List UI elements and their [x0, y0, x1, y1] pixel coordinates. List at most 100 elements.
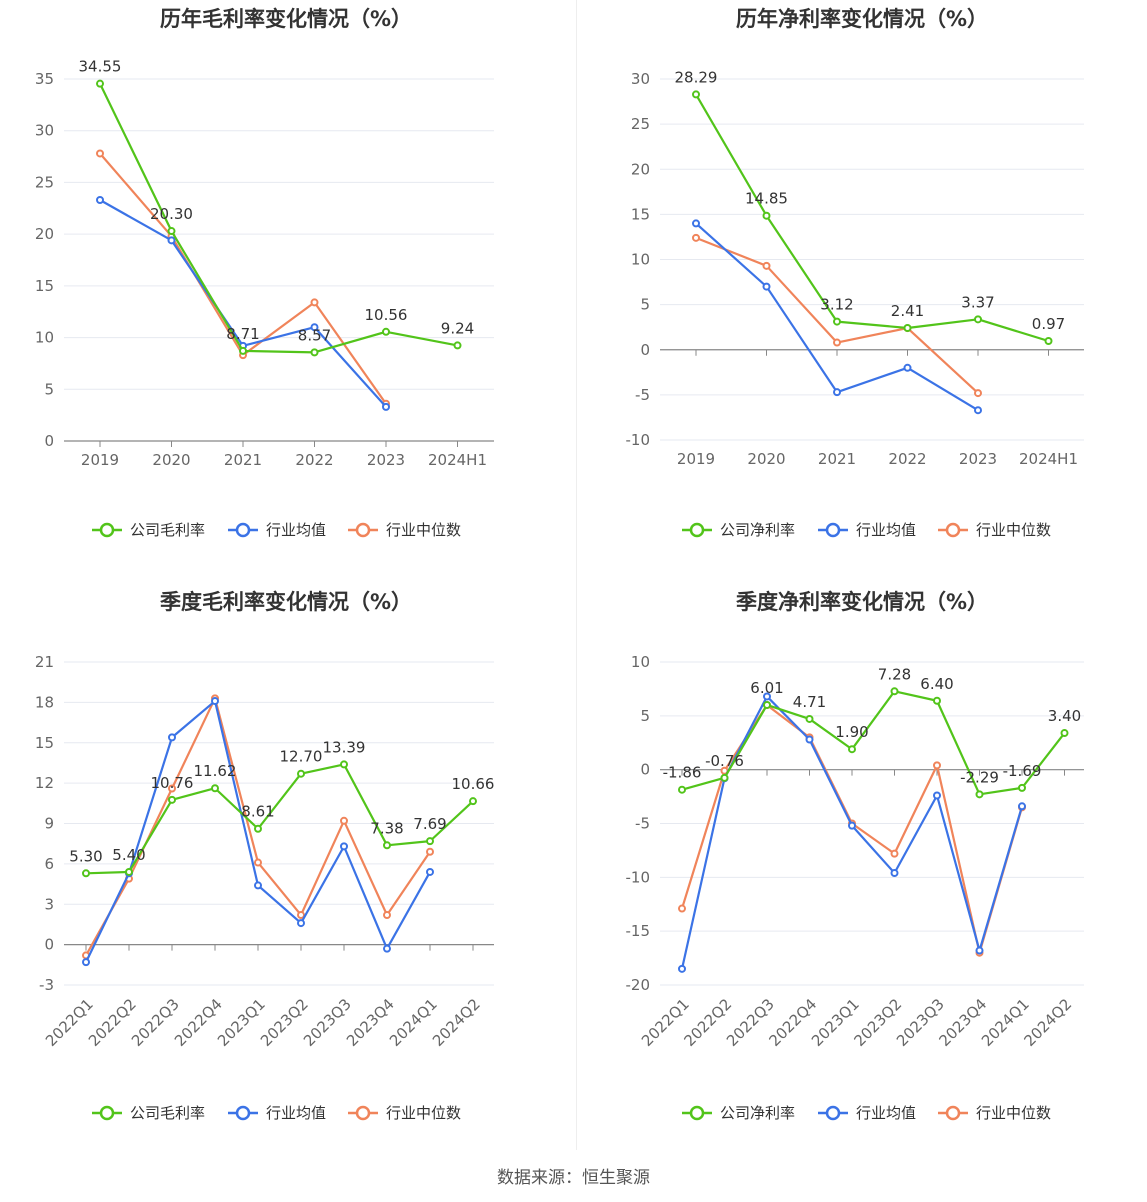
quarterly-gross-margin-chart: 季度毛利率变化情况（%） -3 0 3 6 9 12 15 18 21 2022Q1 2022Q2 20… — [0, 583, 573, 1166]
y-tick-label: 10 — [35, 329, 54, 347]
data-label: 2.41 — [891, 302, 924, 320]
data-point — [167, 227, 176, 236]
data-point — [310, 348, 319, 357]
data-point — [168, 733, 176, 742]
legend-marker — [235, 1105, 251, 1121]
legend-marker — [689, 522, 705, 538]
legend-marker — [99, 522, 115, 538]
data-point — [848, 745, 856, 754]
quarterly-net-margin-svg: 季度净利率变化情况（%）-20-15-10-505102022Q12022Q22… — [626, 590, 1084, 1122]
legend-label: 公司毛利率 — [130, 1104, 205, 1122]
legend-label: 行业中位数 — [976, 1104, 1051, 1122]
data-point — [833, 338, 841, 347]
data-point — [805, 735, 814, 744]
data-point — [678, 964, 686, 973]
data-point — [211, 697, 219, 706]
legend-item: 行业中位数 — [348, 521, 461, 539]
x-tick-label: 2021 — [224, 451, 262, 469]
legend-marker — [99, 1105, 115, 1121]
data-point — [167, 236, 176, 245]
data-label: 34.55 — [79, 58, 122, 76]
legend-label: 公司净利率 — [720, 521, 795, 539]
data-label: 12.70 — [280, 748, 323, 766]
data-point — [168, 784, 176, 793]
data-point — [805, 714, 814, 723]
y-tick-label: 0 — [44, 936, 54, 954]
data-label: 20.30 — [150, 205, 193, 223]
data-point — [382, 327, 390, 336]
data-label: -2.29 — [960, 768, 999, 786]
legend-label: 行业均值 — [856, 1104, 916, 1122]
legend-marker — [945, 1105, 961, 1121]
x-tick-label: 2023 — [367, 451, 405, 469]
y-tick-label: 0 — [640, 761, 650, 779]
data-point — [426, 837, 434, 846]
y-tick-label: 0 — [640, 341, 650, 359]
series-line — [695, 222, 979, 412]
data-label: 8.61 — [241, 803, 274, 821]
legend-label: 行业中位数 — [386, 521, 461, 539]
data-point — [762, 211, 771, 220]
legend-label: 行业均值 — [266, 1104, 326, 1122]
x-tick-label: 2024Q2 — [1021, 995, 1076, 1050]
y-tick-label: -5 — [635, 386, 650, 404]
y-tick-label: 15 — [631, 205, 650, 223]
data-label: 7.28 — [878, 665, 911, 683]
data-point — [1060, 729, 1069, 738]
series-line — [99, 152, 387, 405]
data-point — [1044, 336, 1053, 345]
data-label: -1.86 — [663, 764, 702, 782]
data-point — [890, 849, 899, 858]
data-label: 10.66 — [452, 775, 495, 793]
series-line — [99, 199, 387, 408]
data-point — [310, 323, 319, 332]
data-point — [297, 769, 305, 778]
y-tick-label: 5 — [640, 296, 650, 314]
legend-marker — [355, 1105, 371, 1121]
data-label: 0.97 — [1032, 315, 1065, 333]
data-point — [96, 79, 104, 88]
y-tick-label: -10 — [626, 431, 651, 449]
legend-marker — [689, 1105, 705, 1121]
y-tick-label: 5 — [44, 380, 54, 398]
data-point — [168, 795, 176, 804]
y-tick-label: 12 — [35, 774, 54, 792]
legend-label: 公司毛利率 — [130, 521, 205, 539]
data-point — [383, 841, 391, 850]
legend-label: 行业均值 — [266, 521, 326, 539]
data-point — [762, 261, 771, 270]
annual-gross-margin-chart: 历年毛利率变化情况（%） 0 5 10 15 20 25 30 35 2019 2020 2021 20… — [0, 0, 573, 583]
data-point — [678, 785, 686, 794]
data-point — [340, 760, 348, 769]
data-point — [974, 406, 982, 415]
y-tick-label: 15 — [35, 277, 54, 295]
x-tick-label: 2024H1 — [428, 451, 487, 469]
y-tick-label: 21 — [35, 653, 54, 671]
data-point — [763, 700, 771, 709]
data-label: 6.01 — [750, 679, 783, 697]
data-point — [340, 816, 348, 825]
quarterly-gross-margin-svg: 季度毛利率变化情况（%）-30369121518212022Q12022Q220… — [35, 590, 495, 1122]
data-point — [211, 784, 219, 793]
legend-item: 行业中位数 — [938, 521, 1051, 539]
data-label: 8.71 — [226, 325, 259, 343]
data-point — [678, 904, 686, 913]
chart-title: 季度净利率变化情况（%） — [736, 590, 988, 614]
legend-label: 公司净利率 — [720, 1104, 795, 1122]
data-point — [382, 402, 390, 411]
legend-label: 行业中位数 — [386, 1104, 461, 1122]
data-point — [96, 149, 104, 158]
x-tick-label: 2020 — [747, 450, 785, 468]
data-point — [426, 847, 434, 856]
data-point — [763, 692, 771, 701]
data-point — [1018, 783, 1026, 792]
data-point — [254, 858, 262, 867]
x-tick-label: 2024Q2 — [429, 995, 484, 1050]
data-label: -1.69 — [1003, 762, 1042, 780]
data-point — [692, 219, 700, 228]
y-tick-label: 6 — [44, 855, 54, 873]
chart-title: 季度毛利率变化情况（%） — [160, 590, 412, 614]
data-label: 5.30 — [69, 847, 102, 865]
y-tick-label: -10 — [626, 868, 651, 886]
y-tick-label: 10 — [631, 251, 650, 269]
